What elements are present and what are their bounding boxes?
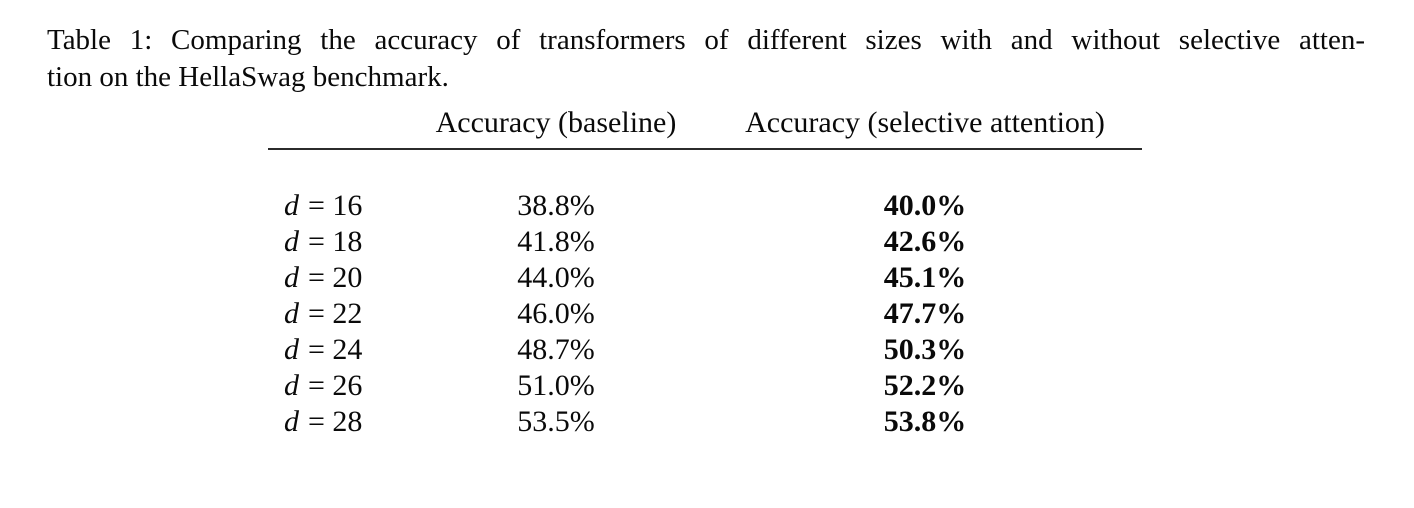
row-label-cell: d = 20	[268, 260, 404, 296]
baseline-value-cell: 46.0%	[517, 297, 595, 330]
header-accuracy-baseline: Accuracy (baseline)	[404, 104, 708, 150]
header-row: Accuracy (baseline) Accuracy (selective …	[268, 104, 1142, 150]
selective-value-cell: 45.1%	[883, 261, 967, 294]
table-row: d = 16 38.8% 40.0%	[268, 150, 1142, 224]
table-row: d = 18 41.8% 42.6%	[268, 224, 1142, 260]
selective-value-cell: 47.7%	[883, 297, 967, 330]
d-symbol: d	[284, 189, 299, 222]
row-label-rest: = 20	[308, 261, 363, 294]
row-label-cell: d = 24	[268, 332, 404, 368]
baseline-value-cell: 41.8%	[517, 225, 595, 258]
row-label-cell: d = 16	[268, 150, 404, 224]
d-symbol: d	[284, 261, 299, 294]
baseline-value-cell: 53.5%	[517, 405, 595, 438]
table-caption: Table 1: Comparing the accuracy of trans…	[47, 22, 1365, 96]
selective-value-cell: 40.0%	[883, 189, 967, 222]
table-row: d = 22 46.0% 47.7%	[268, 296, 1142, 332]
baseline-value-cell: 48.7%	[517, 333, 595, 366]
header-accuracy-selective: Accuracy (selective attention)	[708, 104, 1142, 150]
row-label-rest: = 16	[308, 189, 363, 222]
row-label-rest: = 24	[308, 333, 363, 366]
d-symbol: d	[284, 333, 299, 366]
d-symbol: d	[284, 225, 299, 258]
baseline-value-cell: 51.0%	[517, 369, 595, 402]
row-label-rest: = 28	[308, 405, 363, 438]
table-row: d = 24 48.7% 50.3%	[268, 332, 1142, 368]
selective-value-cell: 53.8%	[883, 405, 967, 438]
results-table: Accuracy (baseline) Accuracy (selective …	[268, 104, 1142, 440]
row-label-cell: d = 22	[268, 296, 404, 332]
selective-value-cell: 50.3%	[883, 333, 967, 366]
row-label-cell: d = 28	[268, 404, 404, 440]
caption-line-1: Table 1: Comparing the accuracy of trans…	[47, 24, 1365, 56]
row-label-cell: d = 18	[268, 224, 404, 260]
d-symbol: d	[284, 297, 299, 330]
d-symbol: d	[284, 369, 299, 402]
d-symbol: d	[284, 405, 299, 438]
baseline-value-cell: 44.0%	[517, 261, 595, 294]
selective-value-cell: 52.2%	[883, 369, 967, 402]
table-row: d = 26 51.0% 52.2%	[268, 368, 1142, 404]
header-empty-cell	[268, 104, 404, 150]
table-row: d = 20 44.0% 45.1%	[268, 260, 1142, 296]
row-label-cell: d = 26	[268, 368, 404, 404]
table-row: d = 28 53.5% 53.8%	[268, 404, 1142, 440]
caption-line-2: tion on the HellaSwag benchmark.	[47, 61, 449, 93]
row-label-rest: = 26	[308, 369, 363, 402]
row-label-rest: = 18	[308, 225, 363, 258]
baseline-value-cell: 38.8%	[517, 189, 595, 222]
selective-value-cell: 42.6%	[883, 225, 967, 258]
row-label-rest: = 22	[308, 297, 363, 330]
